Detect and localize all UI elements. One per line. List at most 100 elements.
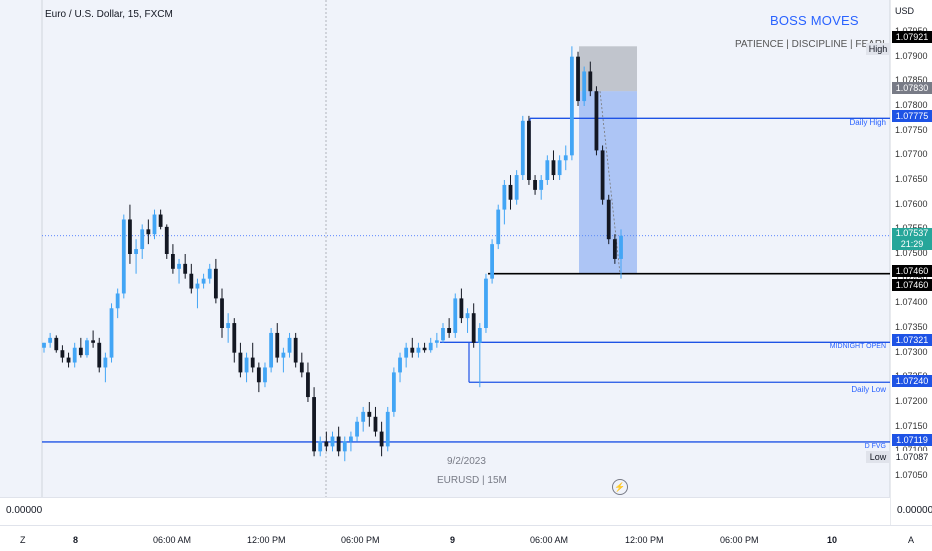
brand-name: BOSS MOVES [770,13,859,28]
currency-label: USD [895,6,915,16]
candle-body [582,71,587,102]
candle-body [140,229,145,250]
time-label: 06:00 AM [153,535,192,545]
candle-body [306,372,310,398]
price-tick-label: 1.07300 [895,346,928,357]
candle-body [97,342,102,368]
candle-body [600,150,605,200]
date-watermark: 9/2/2023 [447,456,486,467]
current-price-tag: 1.07537 [892,228,932,239]
black-level-tag-2: 1.07460 [892,279,932,291]
brand-tagline: PATIENCE | DISCIPLINE | FEARLESS [735,39,885,50]
price-tick-label: 1.07400 [895,297,928,308]
symbol-title: Euro / U.S. Dollar, 15, FXCM [45,9,173,20]
candle-body [391,372,396,412]
candle-body [250,357,255,368]
indicator-pane[interactable] [0,497,890,525]
candle-body [158,214,163,227]
daily-high-tag: 1.07775 [892,110,932,122]
candle-body [385,411,390,447]
candle-body [349,436,353,442]
candle-body [514,175,519,200]
stop-loss-zone [579,46,637,92]
candle-body [434,340,439,343]
candle-body [269,332,274,368]
candle-body [569,56,574,156]
price-tick-label: 1.07200 [895,396,928,406]
candle-body [594,91,599,151]
candle-body [484,278,488,328]
candle-body [146,229,151,235]
candle-body [85,340,89,356]
candle-body [422,347,427,351]
price-tick-label: 1.07450 [895,272,928,283]
candle-body [177,263,181,269]
candle-body [428,342,433,351]
symbol-watermark: EURUSD | 15M [437,475,507,486]
low-label: Low [866,451,890,463]
candle-body [134,249,138,254]
daily-low-tag: 1.07240 [892,375,932,387]
candle-body [299,362,304,373]
candle-body [477,328,482,343]
candle-body [78,347,83,356]
candle-body [115,293,120,309]
candle-body [619,235,623,259]
black-level-tag: 1.07460 [892,265,932,277]
candle-body [527,120,531,180]
price-tick-label: 1.07350 [895,322,928,332]
price-tick-label: 1.07600 [895,198,928,209]
candle-body [128,219,132,254]
candle-body [72,347,77,363]
midnight-open-label: MIDNIGHT OPEN [829,343,886,350]
candle-body [189,273,194,289]
candle-body [213,268,218,299]
plot-area[interactable] [0,0,890,497]
timezone-button[interactable]: Z [20,535,26,545]
price-tick-label: 1.07500 [895,248,928,258]
time-axis[interactable] [0,525,932,551]
low-tag: 1.07087 [892,451,932,463]
candle-body [183,263,188,274]
candle-body [459,298,464,319]
lightning-icon[interactable]: ⚡ [612,479,628,495]
time-label: 8 [73,535,79,545]
candle-body [398,357,402,373]
candle-body [447,328,452,333]
candle-body [416,347,421,353]
candle-body [281,352,286,358]
daily-high-label: Daily High [849,118,886,127]
time-label: 12:00 PM [247,535,286,545]
price-tick-label: 1.07150 [895,420,928,431]
price-tick-label: 1.07850 [895,75,928,86]
candle-body [453,298,458,333]
candle-body [441,328,445,341]
take-profit-zone [579,91,637,274]
countdown-tag: 21:29 [892,239,932,250]
candle-body [275,332,280,358]
candle-body [256,367,261,383]
time-label: 06:00 AM [530,535,569,545]
candle-body [576,56,580,102]
candle-body [606,199,611,240]
candle-body [520,120,525,176]
candle-body [508,184,513,200]
candle-body [545,160,550,180]
daily-low-label: Daily Low [851,385,886,394]
candle-body [410,347,415,353]
candle-body [336,436,341,452]
candle-body [361,411,366,422]
high-label: High [866,43,890,55]
candle-body [195,283,200,289]
candle-body [66,357,71,363]
candle-body [465,313,470,319]
candle-body [612,239,617,259]
candle-body [557,160,562,176]
candle-body [533,180,537,190]
time-label: 9 [450,535,456,545]
candle-body [263,367,267,383]
auto-scale-button[interactable]: A [908,535,915,545]
candle-body [355,421,359,437]
